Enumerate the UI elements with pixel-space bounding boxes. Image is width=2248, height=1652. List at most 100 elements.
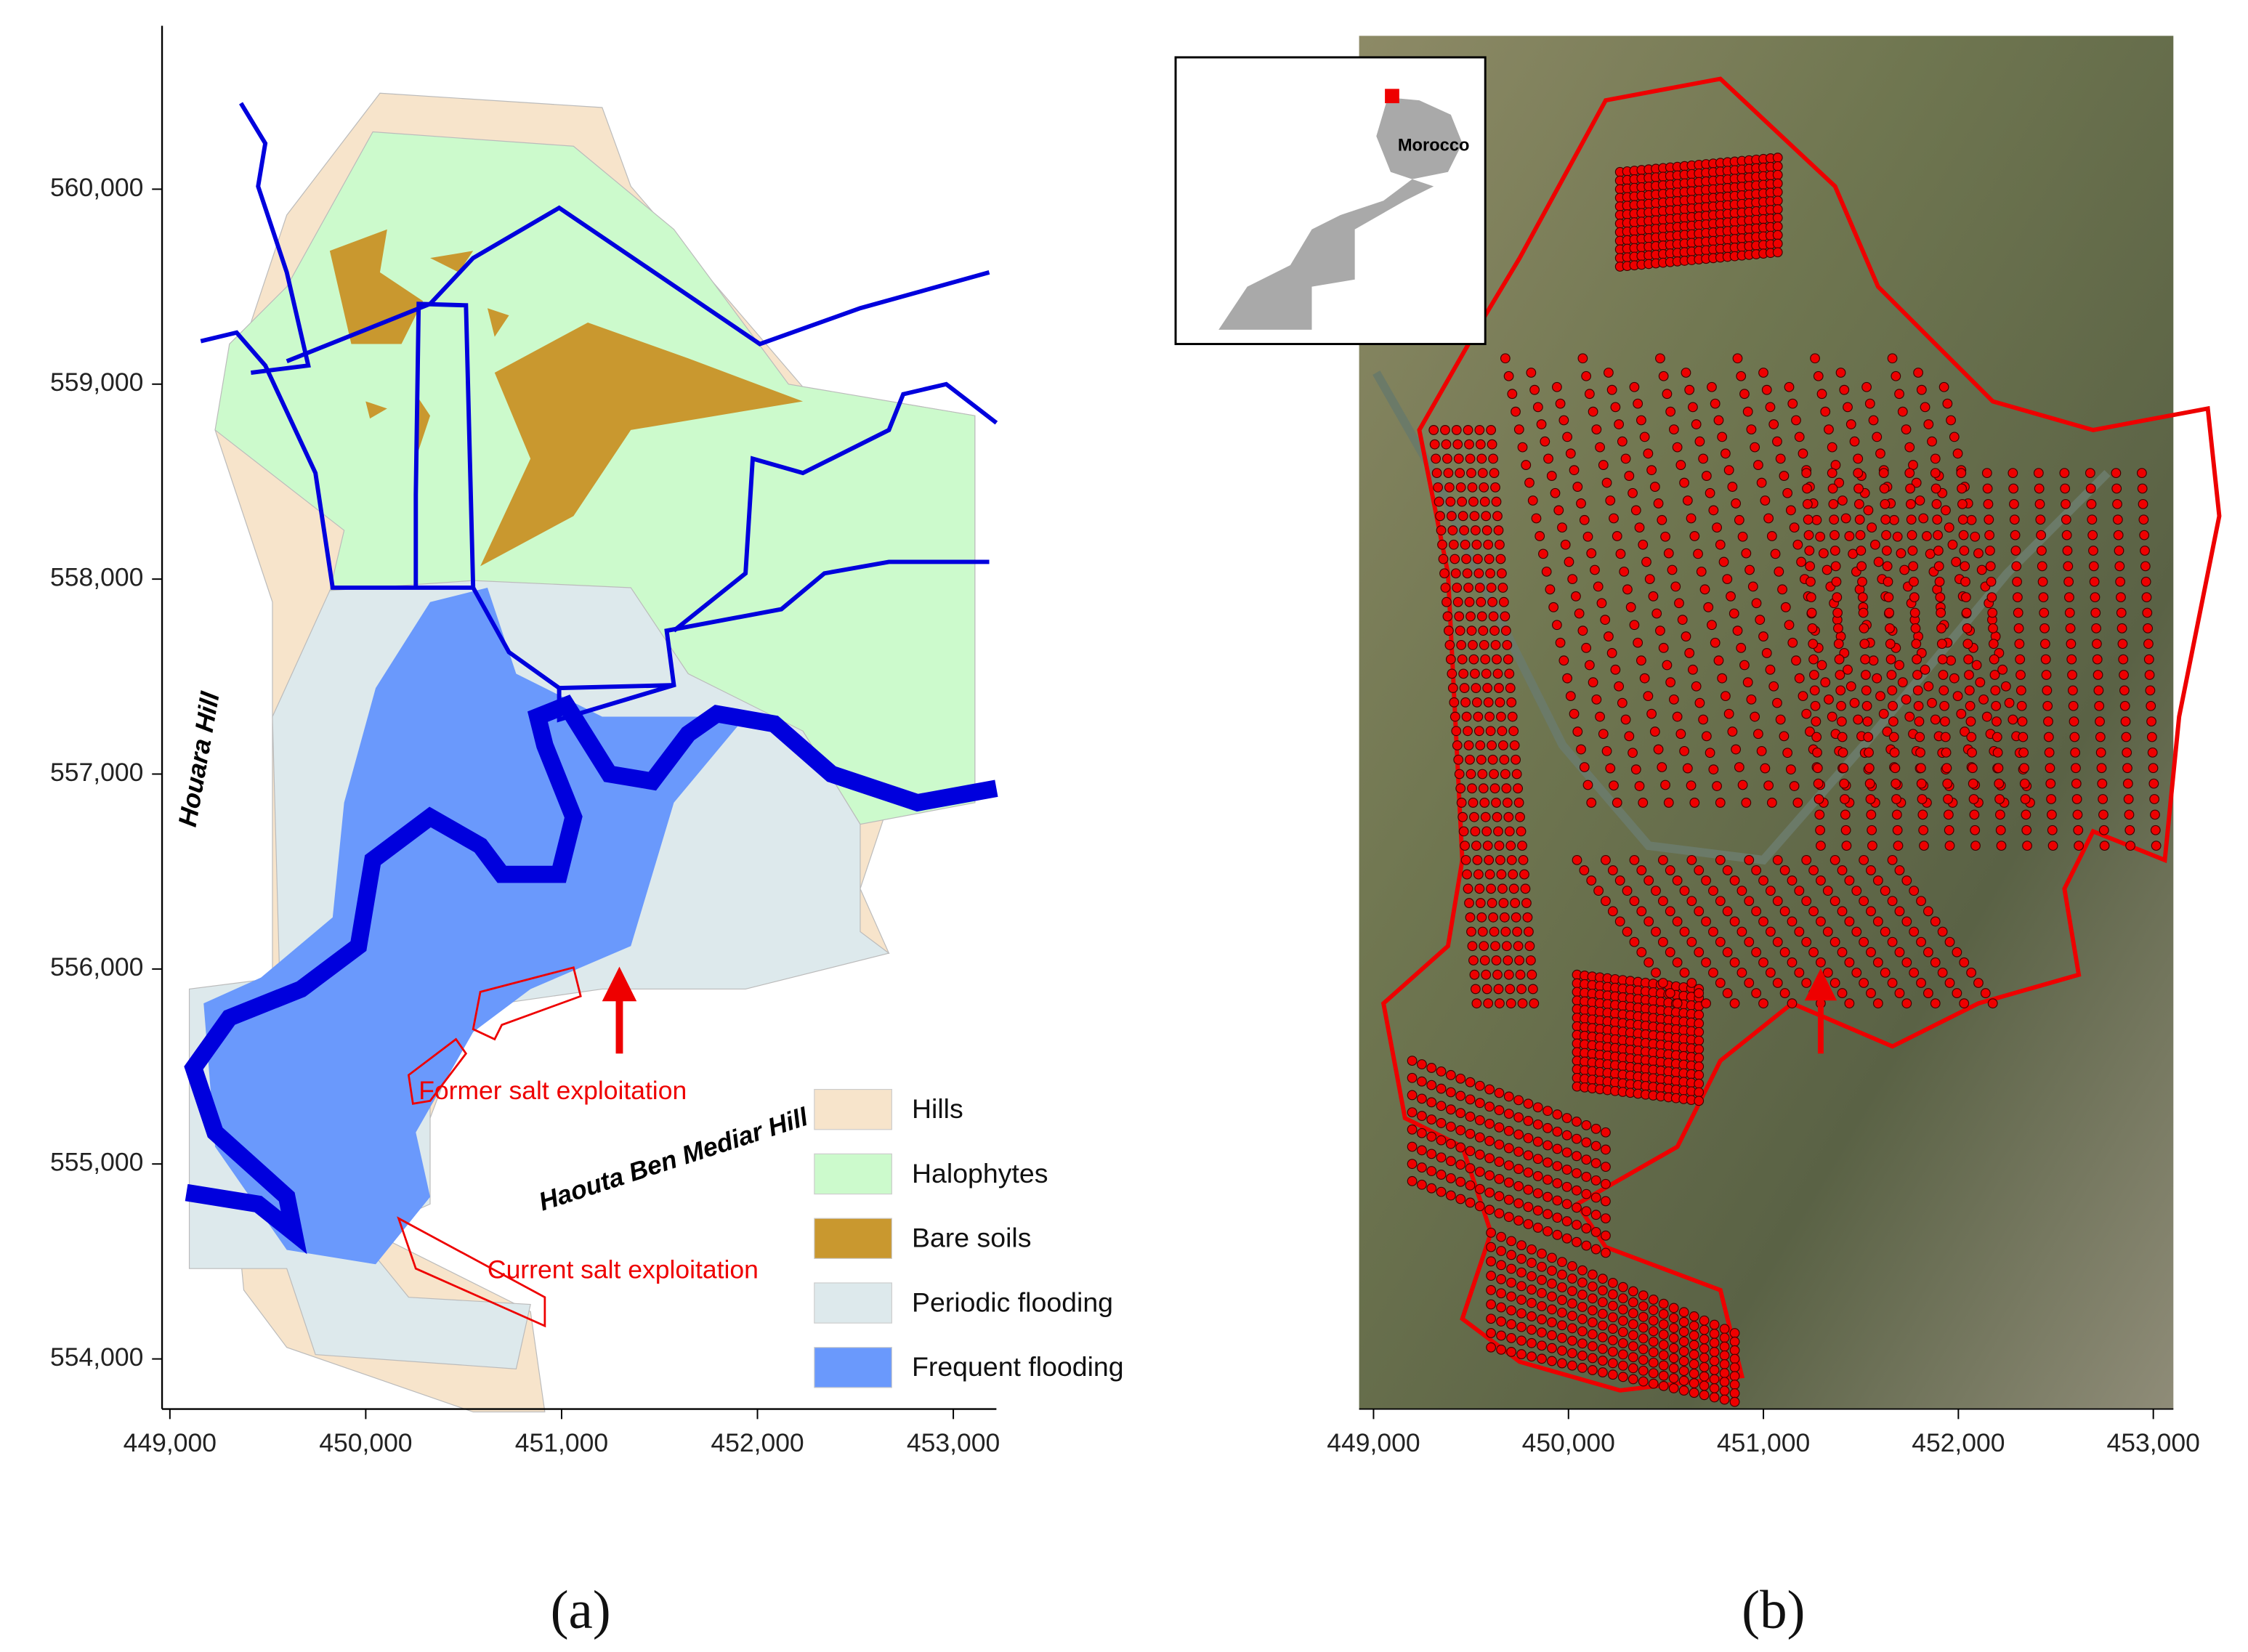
sample-point: [1511, 769, 1522, 780]
sample-point: [1651, 886, 1661, 896]
sample-point: [1813, 778, 1824, 789]
sample-point: [2111, 483, 2122, 494]
sample-point: [1473, 869, 1484, 880]
sample-point: [1555, 637, 1566, 648]
sample-point: [1460, 854, 1471, 865]
sample-point: [2035, 514, 2046, 525]
sample-point: [1435, 511, 1445, 522]
sample-point: [2095, 732, 2106, 742]
sample-point: [1918, 825, 1929, 835]
sample-point: [1513, 1129, 1524, 1140]
sample-point: [1859, 639, 1870, 649]
sample-point: [1936, 639, 1947, 649]
sample-point: [1816, 957, 1826, 968]
sample-point: [1766, 531, 1777, 541]
sample-point: [1639, 673, 1650, 684]
sample-point: [1864, 398, 1875, 409]
sample-point: [1933, 530, 1943, 540]
sample-point: [1571, 591, 1581, 602]
sample-point: [2039, 639, 2050, 649]
sample-point: [2063, 561, 2074, 572]
sample-point: [1476, 611, 1487, 622]
sample-point: [2092, 639, 2102, 649]
sample-point: [2071, 763, 2081, 774]
y-tick-label: 555,000: [50, 1148, 143, 1177]
sample-point: [1729, 1388, 1740, 1398]
sample-point: [1495, 854, 1505, 865]
sample-point: [1518, 854, 1529, 865]
sample-point: [1672, 875, 1683, 886]
sample-point: [1880, 498, 1891, 509]
sample-point: [1837, 988, 1848, 998]
sample-point: [1816, 660, 1827, 671]
sample-point: [1590, 1210, 1601, 1220]
sample-point: [1461, 711, 1472, 722]
sample-point: [1576, 744, 1586, 755]
sample-point: [2036, 530, 2047, 540]
sample-point: [1455, 1159, 1466, 1170]
sample-point: [1694, 1087, 1705, 1098]
sample-point: [2122, 763, 2132, 774]
sample-point: [1851, 926, 1862, 937]
sample-point: [1930, 714, 1941, 725]
legend-label: Bare soils: [912, 1223, 1032, 1253]
sample-point: [1766, 798, 1777, 808]
sample-point: [1469, 969, 1480, 980]
sample-point: [1577, 625, 1588, 636]
sample-point: [1872, 916, 1883, 927]
sample-point: [1455, 468, 1465, 479]
y-tick-label: 557,000: [50, 758, 143, 787]
sample-point: [1417, 1059, 1427, 1069]
sample-point: [1668, 694, 1679, 705]
sample-point: [1503, 1212, 1514, 1223]
sample-point: [1905, 483, 1915, 494]
arrow: [602, 966, 637, 1054]
sample-point: [1829, 530, 1840, 540]
sample-point: [1772, 178, 1783, 189]
sample-point: [1505, 841, 1516, 851]
sample-point: [1619, 566, 1630, 577]
sample-point: [1791, 655, 1801, 666]
sample-point: [2008, 468, 2018, 479]
sample-point: [1812, 763, 1823, 774]
sample-points: [1407, 153, 2162, 1407]
sample-point: [1440, 583, 1451, 593]
sample-point: [1628, 1319, 1638, 1329]
sample-point: [1471, 998, 1482, 1009]
sample-point: [2044, 747, 2055, 758]
sample-point: [1502, 798, 1513, 808]
sample-point: [1590, 1141, 1601, 1151]
sample-point: [1470, 984, 1481, 995]
sample-point: [1457, 811, 1468, 822]
sample-point: [1893, 841, 1904, 851]
sample-point: [1496, 711, 1506, 722]
sample-point: [1835, 368, 1846, 378]
sample-point: [1537, 1261, 1547, 1272]
sample-point: [1491, 798, 1501, 808]
sample-point: [1833, 639, 1844, 649]
sample-point: [1675, 729, 1686, 740]
sample-point: [1517, 841, 1527, 851]
sample-point: [1513, 783, 1524, 794]
sample-point: [1483, 697, 1494, 708]
sample-point: [1607, 1312, 1618, 1323]
sample-point: [1465, 1146, 1476, 1157]
sample-point: [1658, 1298, 1669, 1309]
sample-point: [1885, 623, 1895, 633]
sample-point: [1497, 740, 1508, 750]
sample-point: [1798, 691, 1808, 702]
sample-point: [1824, 424, 1834, 435]
sample-point: [1648, 1295, 1659, 1305]
sample-point: [1462, 869, 1472, 880]
sample-point: [1474, 1167, 1485, 1177]
sample-point: [2090, 592, 2101, 603]
sample-point: [1557, 1320, 1567, 1331]
sample-point: [1479, 496, 1490, 507]
legend-label: Halophytes: [912, 1158, 1048, 1189]
sample-point: [1417, 1145, 1427, 1156]
sample-point: [1490, 941, 1500, 952]
sample-point: [1768, 419, 1779, 429]
sample-point: [1577, 1277, 1588, 1288]
sample-point: [1668, 1353, 1679, 1364]
sample-point: [1557, 1358, 1567, 1369]
